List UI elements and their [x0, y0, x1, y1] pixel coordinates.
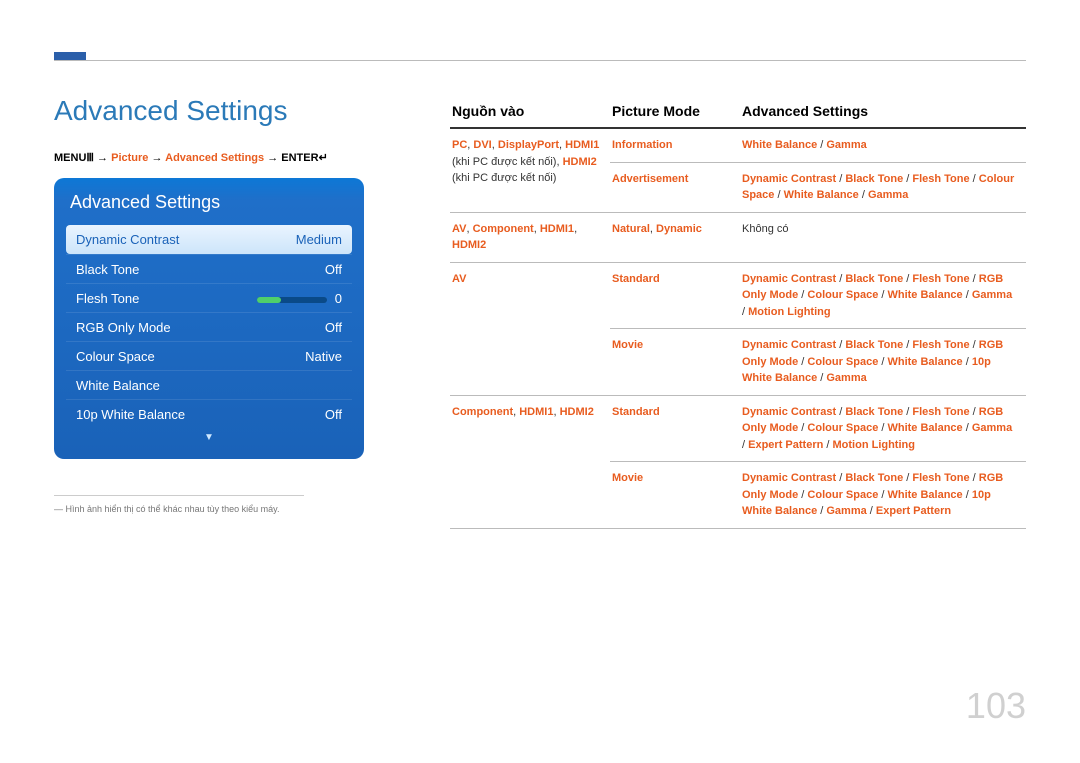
- cell-mode: Advertisement: [610, 162, 740, 212]
- osd-row[interactable]: White Balance: [66, 370, 352, 399]
- cell-mode: Standard: [610, 395, 740, 462]
- cell-settings: Không có: [740, 212, 1026, 262]
- cell-settings: Dynamic Contrast / Black Tone / Flesh To…: [740, 462, 1026, 529]
- cell-settings: Dynamic Contrast / Black Tone / Flesh To…: [740, 262, 1026, 329]
- arrow-icon: →: [151, 152, 165, 164]
- chevron-down-icon: ▼: [66, 432, 352, 443]
- cell-source: PC, DVI, DisplayPort, HDMI1 (khi PC được…: [450, 128, 610, 212]
- cell-mode: Standard: [610, 262, 740, 329]
- table-row: AVStandardDynamic Contrast / Black Tone …: [450, 262, 1026, 329]
- page-number: 103: [966, 685, 1026, 727]
- cell-settings: White Balance / Gamma: [740, 128, 1026, 162]
- osd-row-label: Flesh Tone: [76, 291, 139, 306]
- osd-row[interactable]: Colour Space Native: [66, 341, 352, 370]
- arrow-icon: →: [267, 152, 281, 164]
- header-rule: [54, 60, 1026, 61]
- cell-source: Component, HDMI1, HDMI2: [450, 395, 610, 528]
- slider-fill: [257, 297, 282, 303]
- breadcrumb: MENUⅢ → Picture → Advanced Settings → EN…: [54, 151, 414, 164]
- osd-row[interactable]: 10p White Balance Off: [66, 399, 352, 428]
- cell-mode: Movie: [610, 462, 740, 529]
- cell-settings: Dynamic Contrast / Black Tone / Flesh To…: [740, 329, 1026, 396]
- footnote-text: ― Hình ảnh hiển thị có thể khác nhau tùy…: [54, 504, 414, 514]
- breadcrumb-menu: MENU: [54, 152, 86, 164]
- cell-source: AV, Component, HDMI1, HDMI2: [450, 212, 610, 262]
- table-header-source: Nguồn vào: [450, 99, 610, 128]
- cell-settings: Dynamic Contrast / Black Tone / Flesh To…: [740, 395, 1026, 462]
- osd-row-value: 0: [257, 291, 342, 306]
- cell-settings: Dynamic Contrast / Black Tone / Flesh To…: [740, 162, 1026, 212]
- menu-icon: Ⅲ: [86, 152, 94, 164]
- breadcrumb-picture: Picture: [111, 152, 148, 164]
- cell-mode: Movie: [610, 329, 740, 396]
- osd-row-value: Off: [325, 320, 342, 335]
- cell-mode: Information: [610, 128, 740, 162]
- table-row: Component, HDMI1, HDMI2StandardDynamic C…: [450, 395, 1026, 462]
- osd-row[interactable]: Flesh Tone 0: [66, 283, 352, 312]
- osd-row[interactable]: Black Tone Off: [66, 254, 352, 283]
- right-column: Nguồn vào Picture Mode Advanced Settings…: [450, 99, 1026, 529]
- header-accent: [54, 52, 86, 60]
- enter-icon: ↵: [319, 152, 328, 164]
- table-row: AV, Component, HDMI1, HDMI2Natural, Dyna…: [450, 212, 1026, 262]
- table-row: PC, DVI, DisplayPort, HDMI1 (khi PC được…: [450, 128, 1026, 162]
- osd-row-value: Native: [305, 349, 342, 364]
- cell-source: AV: [450, 262, 610, 395]
- osd-row-label: White Balance: [76, 378, 160, 393]
- osd-panel: Advanced Settings Dynamic Contrast Medium…: [54, 178, 364, 459]
- settings-table: Nguồn vào Picture Mode Advanced Settings…: [450, 99, 1026, 529]
- table-header-settings: Advanced Settings: [740, 99, 1026, 128]
- osd-title: Advanced Settings: [70, 192, 352, 213]
- arrow-icon: →: [97, 152, 111, 164]
- osd-row-value: Medium: [296, 232, 342, 247]
- osd-row[interactable]: Dynamic Contrast Medium: [66, 225, 352, 254]
- cell-mode: Natural, Dynamic: [610, 212, 740, 262]
- osd-row[interactable]: RGB Only Mode Off: [66, 312, 352, 341]
- page-title: Advanced Settings: [54, 95, 414, 127]
- osd-row-value: Off: [325, 407, 342, 422]
- slider-track: [257, 297, 327, 303]
- osd-row-label: Colour Space: [76, 349, 155, 364]
- footnote-rule: [54, 495, 304, 496]
- osd-row-label: RGB Only Mode: [76, 320, 171, 335]
- osd-row-label: 10p White Balance: [76, 407, 185, 422]
- osd-row-label: Black Tone: [76, 262, 139, 277]
- left-column: Advanced Settings MENUⅢ → Picture → Adva…: [54, 95, 414, 514]
- breadcrumb-enter: ENTER: [281, 152, 318, 164]
- osd-row-value: Off: [325, 262, 342, 277]
- breadcrumb-advanced: Advanced Settings: [165, 152, 264, 164]
- table-header-mode: Picture Mode: [610, 99, 740, 128]
- osd-row-label: Dynamic Contrast: [76, 232, 179, 247]
